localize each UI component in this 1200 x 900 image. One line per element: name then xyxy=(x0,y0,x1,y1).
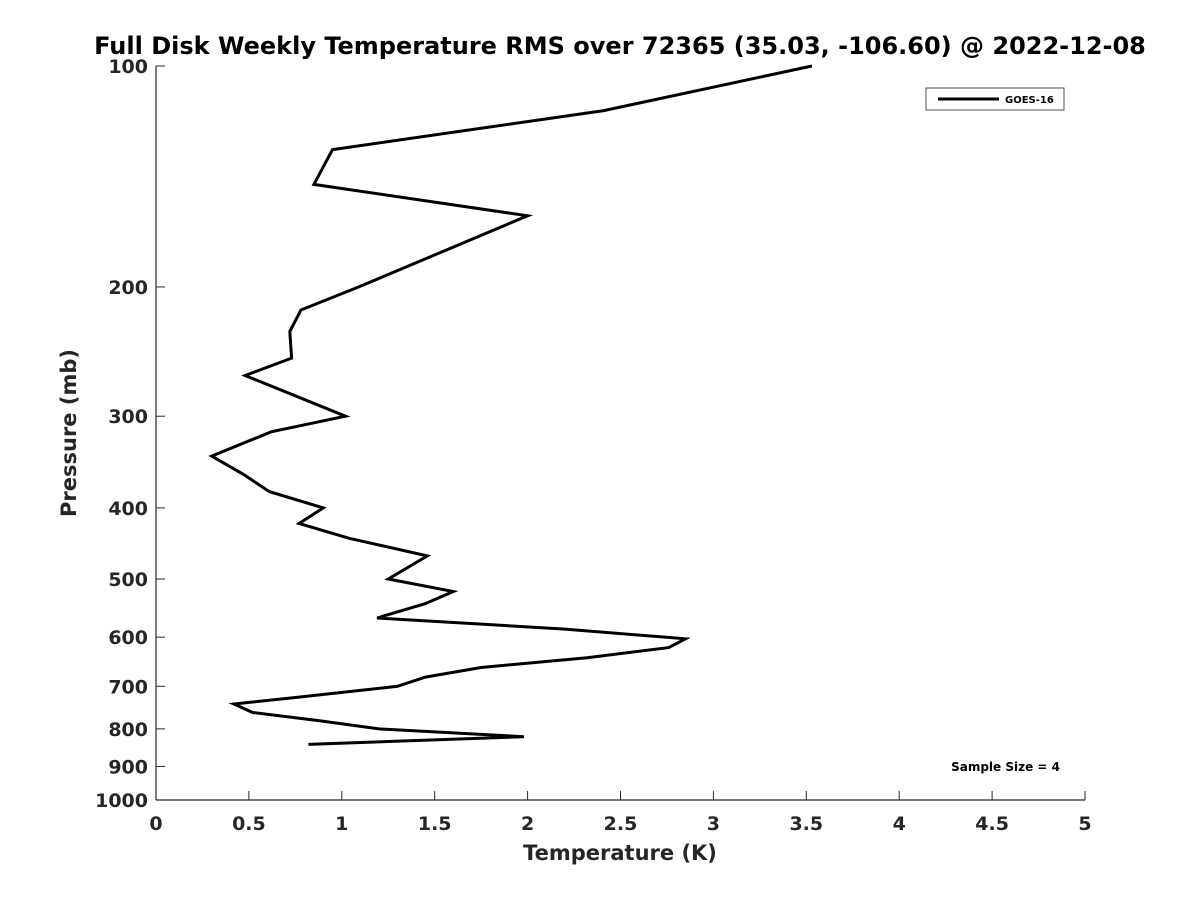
y-tick-label: 200 xyxy=(108,277,148,299)
legend-label-goes-16: GOES-16 xyxy=(1005,95,1054,106)
x-tick-label: 5 xyxy=(1078,813,1091,835)
y-tick-label: 700 xyxy=(108,676,148,698)
x-axis-ticks: 0 0.5 1 1.5 2 2.5 3 3.5 4 4.5 5 xyxy=(149,791,1092,835)
y-tick-label: 900 xyxy=(108,756,148,778)
series-layer xyxy=(208,64,813,746)
x-tick-label: 0.5 xyxy=(232,813,266,835)
chart-title: Full Disk Weekly Temperature RMS over 72… xyxy=(94,32,1146,60)
x-tick-label: 0 xyxy=(149,813,162,835)
y-tick-label: 600 xyxy=(108,627,148,649)
x-tick-label: 3.5 xyxy=(789,813,823,835)
legend: GOES-16 xyxy=(925,87,1065,111)
y-tick-label: 100 xyxy=(108,56,148,78)
y-tick-label: 300 xyxy=(108,406,148,428)
x-tick-label: 3 xyxy=(707,813,720,835)
y-tick-label: 400 xyxy=(108,498,148,520)
y-axis-label: Pressure (mb) xyxy=(57,349,81,517)
y-tick-label: 800 xyxy=(108,719,148,741)
sample-size-annotation: Sample Size = 4 xyxy=(951,760,1060,774)
x-tick-label: 4.5 xyxy=(975,813,1009,835)
y-tick-label: 1000 xyxy=(95,790,148,812)
x-tick-label: 4 xyxy=(893,813,906,835)
plot-area xyxy=(156,66,1085,800)
series-line-0 xyxy=(208,64,813,746)
x-tick-label: 2 xyxy=(521,813,534,835)
y-axis-ticks: 100 200 300 400 500 600 700 800 900 1000 xyxy=(95,56,165,812)
x-axis-label: Temperature (K) xyxy=(523,841,717,865)
x-tick-label: 1 xyxy=(335,813,348,835)
x-tick-label: 1.5 xyxy=(418,813,452,835)
x-tick-label: 2.5 xyxy=(604,813,638,835)
y-tick-label: 500 xyxy=(108,569,148,591)
